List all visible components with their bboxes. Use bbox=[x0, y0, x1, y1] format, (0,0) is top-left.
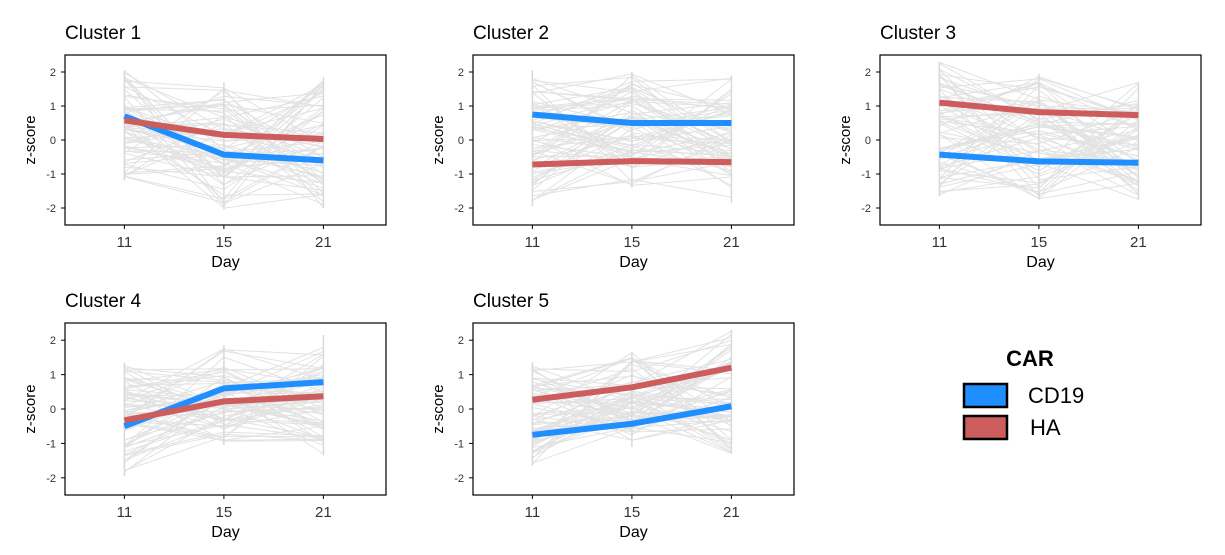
x-tick-label: 11 bbox=[525, 504, 541, 521]
y-axis-label: z-score bbox=[430, 115, 447, 164]
legend-title: CAR bbox=[1006, 346, 1054, 371]
x-tick-label: 15 bbox=[1031, 234, 1048, 251]
y-axis-label: z-score bbox=[22, 115, 39, 164]
y-tick-label: -2 bbox=[861, 203, 871, 215]
x-tick-label: 15 bbox=[216, 234, 233, 251]
series-line-cd19 bbox=[939, 151, 1139, 166]
y-tick-label: 0 bbox=[865, 135, 871, 147]
y-tick-label: 1 bbox=[865, 101, 871, 113]
chart-panel-1: Cluster 1 -2 -1 0 1 2 11 15 21 Day z-score bbox=[22, 23, 387, 271]
chart-title: Cluster 4 bbox=[65, 291, 141, 312]
x-tick-label: 11 bbox=[932, 234, 948, 251]
series-line-ha bbox=[123, 393, 324, 424]
background-lines bbox=[123, 335, 325, 477]
y-tick-label: 0 bbox=[458, 135, 464, 147]
x-tick-label: 21 bbox=[315, 234, 332, 251]
x-tick-label: 21 bbox=[315, 504, 332, 521]
y-tick-label: 1 bbox=[458, 370, 464, 382]
y-tick-label: 2 bbox=[50, 67, 56, 79]
x-tick-label: 15 bbox=[624, 504, 641, 521]
x-tick-label: 11 bbox=[525, 234, 541, 251]
series-line-cd19 bbox=[532, 403, 732, 438]
background-lines bbox=[938, 61, 1140, 200]
series-line-ha bbox=[123, 117, 324, 142]
y-tick-label: -1 bbox=[46, 169, 56, 181]
legend: CAR CD19 HA bbox=[962, 346, 1084, 441]
x-axis-label: Day bbox=[211, 254, 239, 271]
chart-panel-3: Cluster 3 -2 -1 0 1 2 11 15 21 Day z-score bbox=[837, 23, 1202, 271]
y-axis-label: z-score bbox=[837, 115, 854, 164]
x-tick-label: 11 bbox=[117, 504, 133, 521]
y-tick-label: -1 bbox=[861, 169, 871, 181]
y-tick-label: 2 bbox=[458, 67, 464, 79]
chart-title: Cluster 1 bbox=[65, 23, 141, 44]
panel-frame bbox=[879, 54, 1202, 226]
y-tick-label: -2 bbox=[46, 203, 56, 215]
y-tick-label: -2 bbox=[46, 473, 56, 485]
chart-title: Cluster 2 bbox=[473, 23, 549, 44]
y-tick-label: 1 bbox=[458, 101, 464, 113]
legend-label-cd19: CD19 bbox=[1028, 383, 1084, 408]
series-line-ha bbox=[532, 158, 732, 168]
series-line-cd19 bbox=[532, 111, 732, 126]
y-tick-label: 0 bbox=[50, 404, 56, 416]
x-tick-label: 15 bbox=[216, 504, 233, 521]
y-tick-label: -1 bbox=[454, 438, 464, 450]
y-tick-label: 0 bbox=[458, 404, 464, 416]
y-tick-label: 2 bbox=[865, 67, 871, 79]
x-tick-label: 11 bbox=[117, 234, 133, 251]
y-tick-label: -1 bbox=[454, 169, 464, 181]
x-axis-label: Day bbox=[619, 254, 647, 271]
series-line-ha bbox=[532, 364, 732, 403]
chart-title: Cluster 3 bbox=[880, 23, 956, 44]
y-tick-label: -2 bbox=[454, 203, 464, 215]
x-tick-label: 21 bbox=[723, 234, 740, 251]
x-tick-label: 21 bbox=[723, 504, 740, 521]
legend-key-ha bbox=[962, 414, 1009, 441]
y-axis-label: z-score bbox=[430, 384, 447, 433]
background-lines bbox=[531, 70, 733, 207]
chart-panel-4: Cluster 4 -2 -1 0 1 2 11 15 21 Day z-score bbox=[22, 291, 387, 541]
background-lines bbox=[531, 329, 733, 466]
y-tick-label: -2 bbox=[454, 473, 464, 485]
y-tick-label: 0 bbox=[50, 135, 56, 147]
chart-panel-2: Cluster 2 -2 -1 0 1 2 11 15 21 Day z-score bbox=[430, 23, 795, 271]
y-tick-label: 2 bbox=[50, 335, 56, 347]
x-axis-label: Day bbox=[211, 524, 239, 541]
legend-label-ha: HA bbox=[1030, 415, 1061, 440]
y-tick-label: -1 bbox=[46, 438, 56, 450]
y-tick-label: 1 bbox=[50, 101, 56, 113]
series-line-ha bbox=[939, 99, 1139, 119]
x-tick-label: 21 bbox=[1130, 234, 1147, 251]
chart-panel-5: Cluster 5 -2 -1 0 1 2 11 15 21 Day z-score bbox=[430, 291, 795, 541]
x-axis-label: Day bbox=[619, 524, 647, 541]
y-axis-label: z-score bbox=[22, 384, 39, 433]
background-lines bbox=[123, 70, 325, 210]
y-tick-label: 1 bbox=[50, 370, 56, 382]
y-tick-label: 2 bbox=[458, 335, 464, 347]
panel-frame bbox=[472, 54, 795, 226]
series-line-cd19 bbox=[123, 113, 324, 164]
chart-title: Cluster 5 bbox=[473, 291, 549, 312]
x-tick-label: 15 bbox=[624, 234, 641, 251]
legend-key-cd19 bbox=[962, 382, 1009, 409]
x-axis-label: Day bbox=[1026, 254, 1054, 271]
